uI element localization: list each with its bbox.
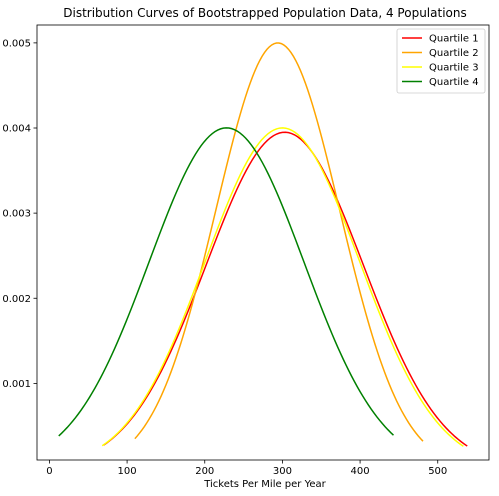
y-tick-label: 0.004: [2, 124, 31, 135]
series-line-quartile-2: [134, 42, 424, 442]
x-tick-label: 0: [46, 466, 52, 477]
x-axis-label: Tickets Per Mile per Year: [203, 479, 326, 490]
legend-box: [396, 28, 486, 94]
x-tick-label: 300: [273, 466, 292, 477]
x-tick-label: 200: [195, 466, 214, 477]
series-line-quartile-3: [101, 127, 464, 447]
legend-label-quartile-1: Quartile 1: [429, 34, 479, 45]
legend: Quartile 1 Quartile 2 Quartile 3 Quartile 4: [396, 28, 486, 94]
legend-label-quartile-3: Quartile 3: [429, 63, 479, 74]
plot-frame: [36, 24, 490, 461]
y-tick-label: 0.003: [2, 209, 31, 220]
x-axis-ticks: 0 100 200 300 400 500: [46, 460, 447, 477]
chart-title: Distribution Curves of Bootstrapped Popu…: [63, 6, 466, 20]
x-tick-label: 500: [428, 466, 447, 477]
series-line-quartile-1: [103, 131, 468, 447]
x-tick-label: 100: [118, 466, 137, 477]
y-tick-label: 0.005: [2, 38, 31, 49]
y-axis-ticks: 0.001 0.002 0.003 0.004 0.005: [2, 38, 37, 390]
y-tick-label: 0.001: [2, 379, 31, 390]
series-line-quartile-4: [58, 127, 394, 437]
legend-label-quartile-4: Quartile 4: [429, 77, 479, 88]
series-layer: [58, 42, 468, 447]
x-tick-label: 400: [351, 466, 370, 477]
y-tick-label: 0.002: [2, 294, 31, 305]
legend-label-quartile-2: Quartile 2: [429, 48, 479, 59]
